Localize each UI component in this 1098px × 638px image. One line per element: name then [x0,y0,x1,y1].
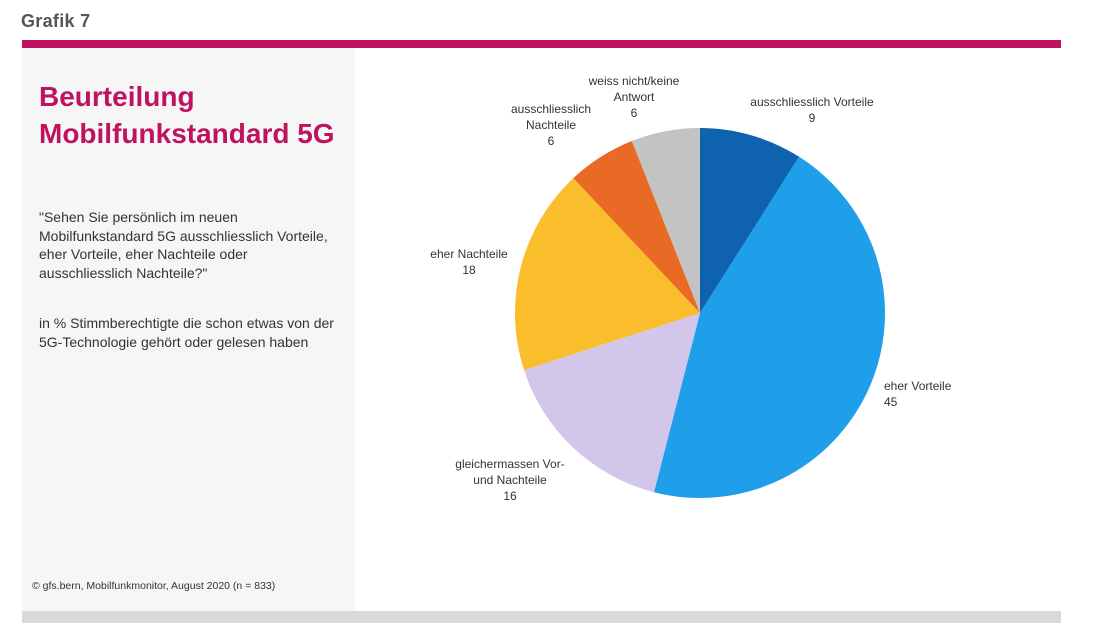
pie-chart: ausschliesslich Vorteile 9 eher Vorteile 45… [430,74,952,503]
pie-slice [631,128,700,313]
top-accent-bar [22,40,1061,48]
pie-slice [524,313,700,493]
slice-label: eher Nachteile 18 [430,247,508,277]
source-note: © gfs.bern, Mobilfunkmonitor, August 202… [32,580,276,592]
description-panel: Beurteilung Mobilfunkstandard 5G "Sehen … [22,48,355,611]
slice-label: eher Vorteile 45 [884,379,952,409]
slice-label: weiss nicht/keine Antwort 6 [588,74,680,120]
figure-label: Grafik 7 [21,11,91,31]
pie-slice [653,156,886,499]
pie-slice [573,140,700,313]
survey-question: "Sehen Sie persönlich im neuen Mobilfunk… [39,209,328,281]
pie-slice [700,128,800,313]
survey-basis: in % Stimmberechtigte die schon etwas vo… [39,315,334,350]
slice-label: gleichermassen Vor-und Nachteile 16 [455,457,564,503]
pie-slice [514,178,700,371]
slice-label: ausschliesslich Vorteile 9 [750,95,874,125]
bottom-bar [22,611,1061,623]
chart-title: Beurteilung Mobilfunkstandard 5G [39,81,335,149]
slice-label: ausschliesslich Nachteile 6 [511,102,591,148]
